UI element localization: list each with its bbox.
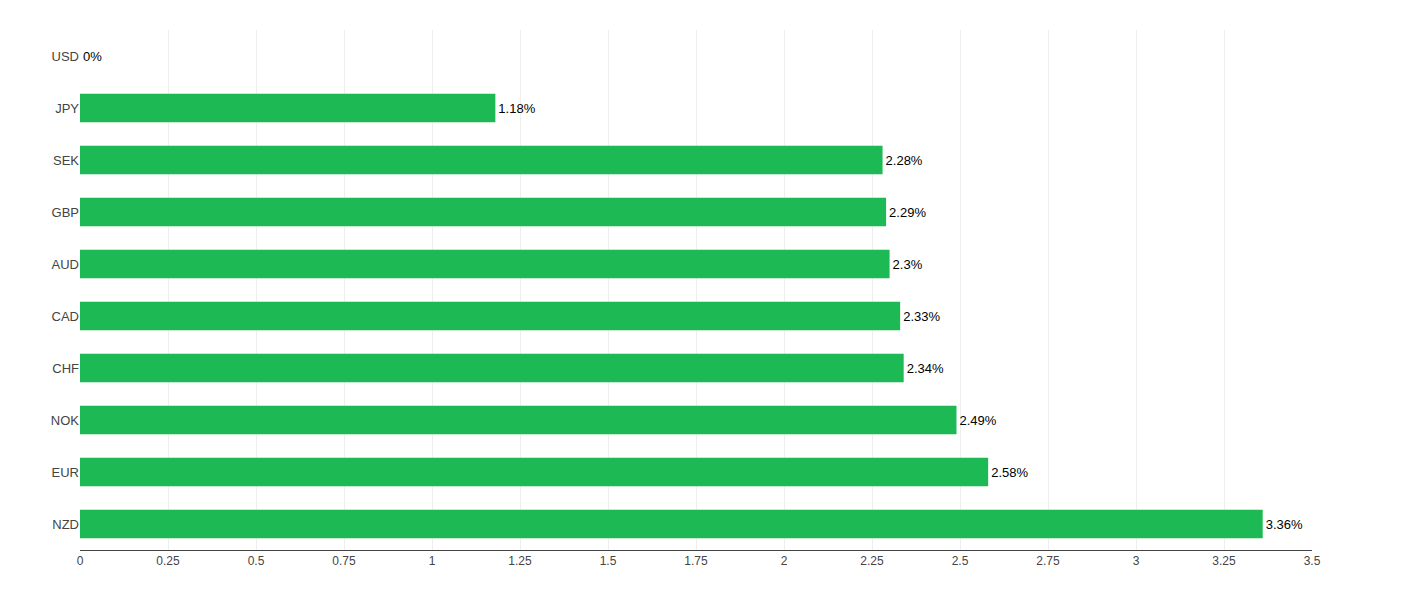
- svg-text:3.25: 3.25: [1212, 554, 1236, 568]
- svg-text:0.75: 0.75: [332, 554, 356, 568]
- svg-text:USD: USD: [52, 49, 79, 64]
- svg-text:2.49%: 2.49%: [959, 413, 996, 428]
- svg-text:1.5: 1.5: [600, 554, 617, 568]
- svg-text:3.5: 3.5: [1304, 554, 1321, 568]
- svg-text:2.3%: 2.3%: [893, 257, 923, 272]
- svg-text:1: 1: [429, 554, 436, 568]
- svg-text:2.29%: 2.29%: [889, 205, 926, 220]
- svg-text:1.18%: 1.18%: [498, 101, 535, 116]
- svg-text:JPY: JPY: [55, 101, 79, 116]
- svg-text:2.33%: 2.33%: [903, 309, 940, 324]
- svg-text:NZD: NZD: [52, 517, 79, 532]
- svg-text:CAD: CAD: [52, 309, 79, 324]
- svg-text:0: 0: [77, 554, 84, 568]
- svg-text:2: 2: [781, 554, 788, 568]
- svg-text:2.25: 2.25: [860, 554, 884, 568]
- svg-text:1.25: 1.25: [508, 554, 532, 568]
- svg-text:SEK: SEK: [53, 153, 79, 168]
- svg-text:2.28%: 2.28%: [886, 153, 923, 168]
- svg-text:3: 3: [1133, 554, 1140, 568]
- svg-text:0.25: 0.25: [156, 554, 180, 568]
- svg-text:CHF: CHF: [52, 361, 79, 376]
- svg-text:2.34%: 2.34%: [907, 361, 944, 376]
- svg-text:2.5: 2.5: [952, 554, 969, 568]
- svg-text:GBP: GBP: [52, 205, 79, 220]
- svg-text:2.75: 2.75: [1036, 554, 1060, 568]
- svg-text:0.5: 0.5: [248, 554, 265, 568]
- svg-text:1.75: 1.75: [684, 554, 708, 568]
- svg-text:2.58%: 2.58%: [991, 465, 1028, 480]
- svg-text:EUR: EUR: [52, 465, 79, 480]
- svg-text:AUD: AUD: [52, 257, 79, 272]
- svg-text:NOK: NOK: [51, 413, 80, 428]
- svg-text:3.36%: 3.36%: [1266, 517, 1303, 532]
- svg-text:0%: 0%: [83, 49, 102, 64]
